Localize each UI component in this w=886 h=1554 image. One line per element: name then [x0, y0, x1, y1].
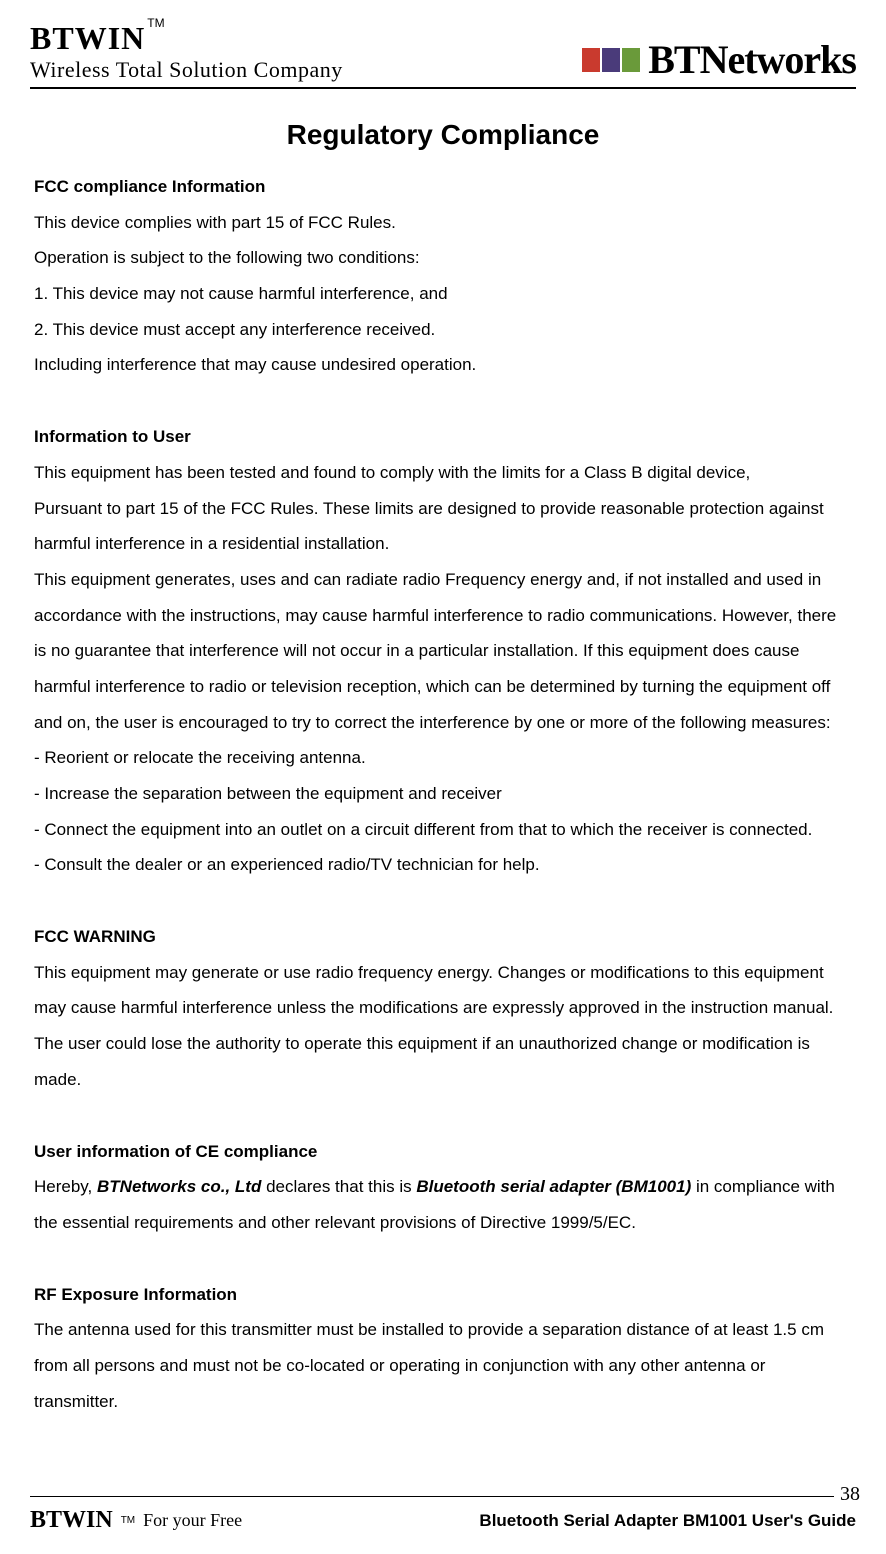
- body-line: - Consult the dealer or an experienced r…: [34, 847, 852, 883]
- body-line: - Reorient or relocate the receiving ant…: [34, 740, 852, 776]
- footer-tagline: For your Free: [143, 1510, 242, 1531]
- footer-guide-title: Bluetooth Serial Adapter BM1001 User's G…: [479, 1511, 856, 1531]
- block-red: [582, 48, 600, 72]
- block-green: [622, 48, 640, 72]
- btnetworks-logo-text: BTNetworks: [648, 36, 856, 83]
- color-blocks-icon: [582, 48, 640, 72]
- ce-compliance-heading: User information of CE compliance: [34, 1134, 852, 1170]
- ce-bold2: Bluetooth serial adapter (BM1001): [416, 1177, 691, 1196]
- header-right-block: BTNetworks: [582, 36, 856, 83]
- section-spacer: [34, 883, 852, 919]
- header-left-block: BTWIN TM Wireless Total Solution Company: [30, 20, 343, 83]
- page-footer: 38 BTWIN TM For your Free Bluetooth Seri…: [30, 1496, 856, 1534]
- ce-mid: declares that this is: [261, 1177, 416, 1196]
- body-line: This equipment may generate or use radio…: [34, 955, 852, 1098]
- footer-logo-text: BTWIN: [30, 1507, 113, 1534]
- section-spacer: [34, 383, 852, 419]
- page-header: BTWIN TM Wireless Total Solution Company…: [30, 20, 856, 89]
- ce-compliance-body: Hereby, BTNetworks co., Ltd declares tha…: [34, 1169, 852, 1240]
- page-number: 38: [834, 1483, 860, 1506]
- block-purple: [602, 48, 620, 72]
- body-line: 1. This device may not cause harmful int…: [34, 276, 852, 312]
- body-line: Including interference that may cause un…: [34, 347, 852, 383]
- body-line: Operation is subject to the following tw…: [34, 240, 852, 276]
- body-line: 2. This device must accept any interfere…: [34, 312, 852, 348]
- fcc-compliance-heading: FCC compliance Information: [34, 169, 852, 205]
- section-spacer: [34, 1098, 852, 1134]
- rf-exposure-heading: RF Exposure Information: [34, 1277, 852, 1313]
- ce-bold1: BTNetworks co., Ltd: [97, 1177, 261, 1196]
- body-line: - Increase the separation between the eq…: [34, 776, 852, 812]
- footer-content: BTWIN TM For your Free Bluetooth Serial …: [30, 1507, 856, 1534]
- body-line: This device complies with part 15 of FCC…: [34, 205, 852, 241]
- info-user-heading: Information to User: [34, 419, 852, 455]
- ce-prefix: Hereby,: [34, 1177, 97, 1196]
- footer-left: BTWIN TM For your Free: [30, 1507, 242, 1534]
- body-line: This equipment has been tested and found…: [34, 455, 852, 491]
- header-tagline: Wireless Total Solution Company: [30, 57, 343, 83]
- section-spacer: [34, 1241, 852, 1277]
- footer-divider: 38: [30, 1496, 856, 1497]
- btwin-logo: BTWIN TM: [30, 20, 343, 57]
- footer-tm: TM: [121, 1515, 135, 1526]
- body-line: The antenna used for this transmitter mu…: [34, 1312, 852, 1419]
- fcc-warning-heading: FCC WARNING: [34, 919, 852, 955]
- body-line: - Connect the equipment into an outlet o…: [34, 812, 852, 848]
- btwin-logo-text: BTWIN: [30, 20, 145, 57]
- main-content: Regulatory Compliance FCC compliance Inf…: [30, 119, 856, 1419]
- body-line: Pursuant to part 15 of the FCC Rules. Th…: [34, 491, 852, 562]
- page-title: Regulatory Compliance: [34, 119, 852, 151]
- tm-mark: TM: [147, 16, 164, 30]
- body-line: This equipment generates, uses and can r…: [34, 562, 852, 740]
